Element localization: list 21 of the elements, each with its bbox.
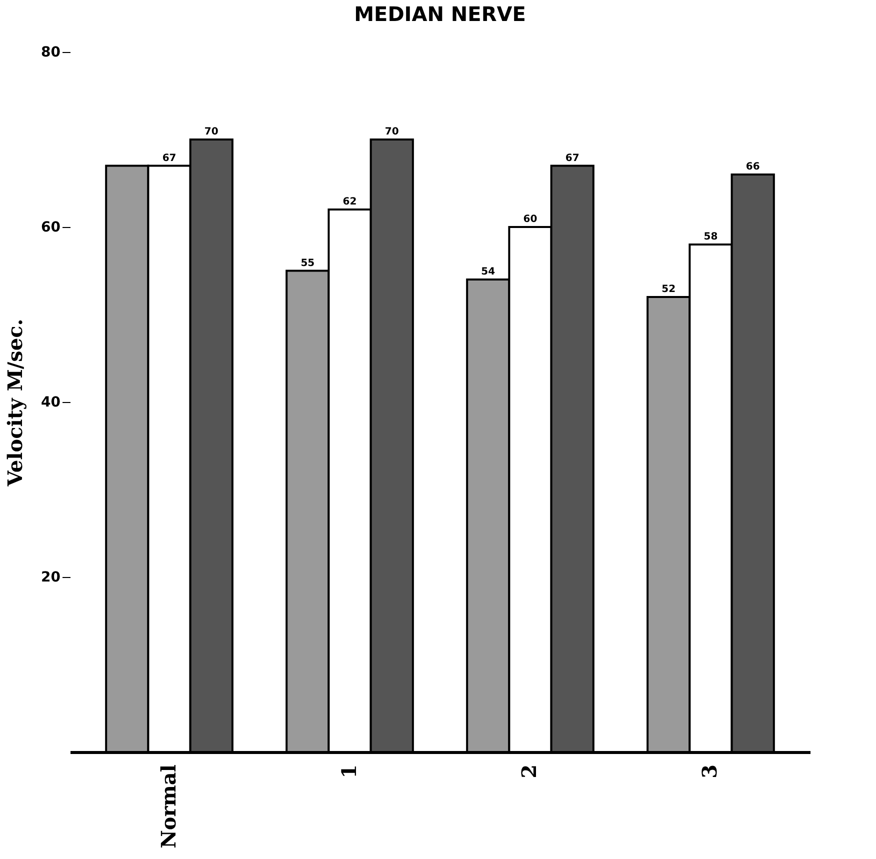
data-label: 70: [384, 126, 399, 138]
data-label: 66: [746, 162, 760, 172]
data-label: 55: [300, 258, 315, 269]
y-tick-label: 80: [41, 44, 61, 60]
data-label: 70: [204, 126, 218, 138]
y-tick-label: 60: [41, 220, 61, 236]
data-label: 52: [662, 284, 676, 295]
data-label: 62: [342, 196, 357, 208]
x-tick-label: 1: [336, 764, 361, 778]
x-tick-label: 2: [517, 764, 542, 778]
data-label: 67: [565, 152, 580, 164]
chart-title: MEDIAN NERVE: [354, 2, 526, 26]
data-label: 58: [704, 232, 718, 242]
data-label: 60: [523, 214, 538, 225]
data-label: 67: [162, 152, 176, 164]
data-label: 54: [481, 266, 496, 278]
y-tick-label: 40: [41, 394, 61, 410]
y-axis-title: Velocity M/sec.: [3, 318, 28, 488]
y-tick-label: 20: [41, 570, 61, 586]
x-tick-label: 3: [698, 764, 722, 778]
x-tick-label: Normal: [156, 764, 180, 848]
